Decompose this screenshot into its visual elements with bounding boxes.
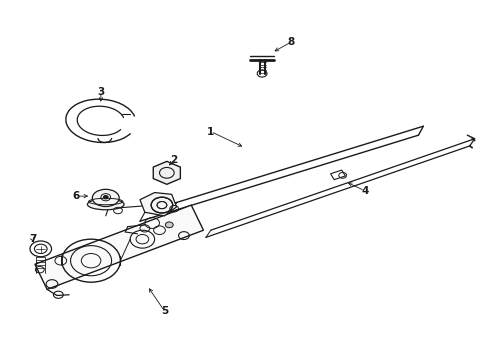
Text: 7: 7 <box>29 234 36 244</box>
Circle shape <box>165 222 173 228</box>
Text: 4: 4 <box>361 186 368 196</box>
Ellipse shape <box>87 199 124 210</box>
Polygon shape <box>140 193 176 216</box>
Polygon shape <box>35 205 203 289</box>
Text: 5: 5 <box>161 306 168 316</box>
Text: 1: 1 <box>207 127 215 136</box>
Text: 2: 2 <box>171 155 178 165</box>
Text: 8: 8 <box>288 37 295 47</box>
Polygon shape <box>153 161 180 184</box>
Ellipse shape <box>92 189 119 207</box>
Text: 3: 3 <box>97 87 104 97</box>
Text: 6: 6 <box>73 191 80 201</box>
Bar <box>331 170 345 180</box>
Circle shape <box>103 195 108 199</box>
